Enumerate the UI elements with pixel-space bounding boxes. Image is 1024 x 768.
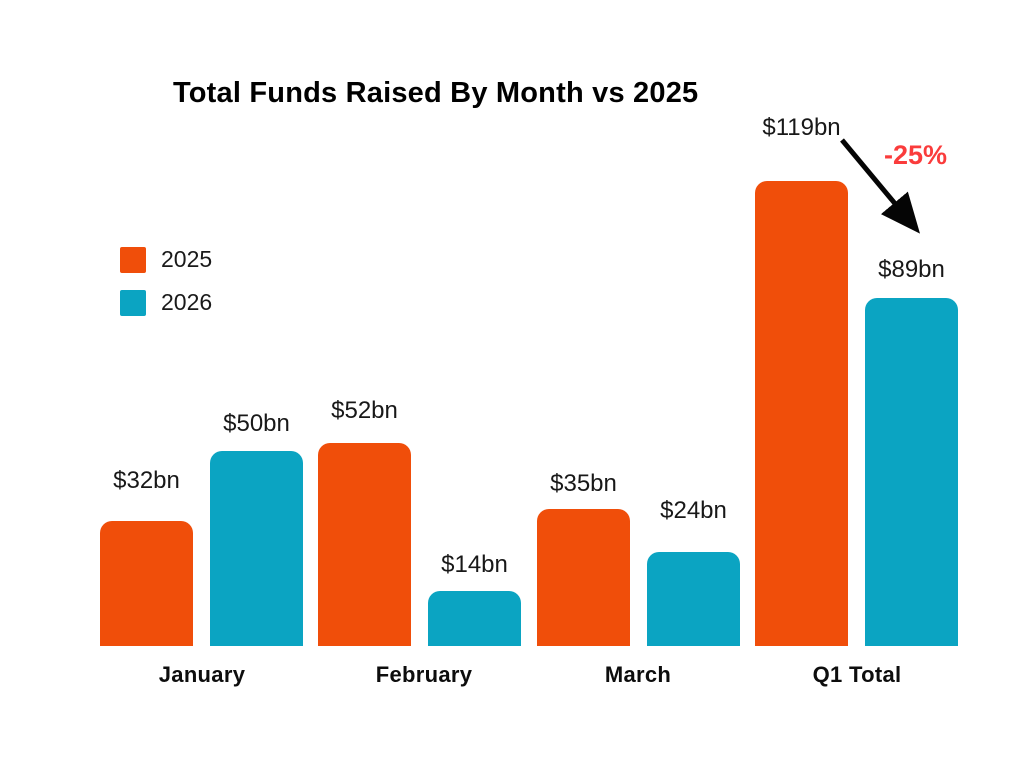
bar-q1-total-2025 <box>755 181 848 646</box>
bar-q1-total-2026 <box>865 298 958 646</box>
axis-label-q1-total: Q1 Total <box>812 662 902 687</box>
axis-label-march: March <box>604 662 672 687</box>
bar-march-2026 <box>647 552 740 646</box>
legend: 2025 2026 <box>120 246 212 316</box>
value-label-march-2025: $35bn <box>550 470 617 497</box>
value-label-february-2025: $52bn <box>331 397 398 424</box>
value-label-january-2025: $32bn <box>113 467 180 494</box>
legend-label-2025: 2025 <box>161 246 213 272</box>
legend-swatch-2025 <box>120 246 146 273</box>
axis-label-february: February <box>375 662 473 687</box>
decline-arrow-icon <box>840 138 921 234</box>
bar-february-2026 <box>428 591 521 646</box>
legend-label-2026: 2026 <box>161 289 213 315</box>
value-label-march-2026: $24bn <box>660 497 727 524</box>
value-label-q1-total-2026: $89bn <box>878 256 945 283</box>
value-label-q1-total-2025: $119bn <box>762 114 841 141</box>
legend-item-2026: 2026 <box>120 289 212 316</box>
chart-title: Total Funds Raised By Month vs 2025 <box>173 77 699 110</box>
bar-march-2025 <box>537 509 630 646</box>
axis-label-january: January <box>158 662 246 687</box>
bar-february-2025 <box>318 443 411 646</box>
bar-january-2026 <box>210 451 303 646</box>
decline-percentage-label: -25% <box>884 140 948 170</box>
legend-swatch-2026 <box>120 289 146 316</box>
legend-item-2025: 2025 <box>120 246 212 273</box>
bar-january-2025 <box>100 521 193 646</box>
value-label-january-2026: $50bn <box>223 410 290 437</box>
value-label-february-2026: $14bn <box>441 551 508 578</box>
